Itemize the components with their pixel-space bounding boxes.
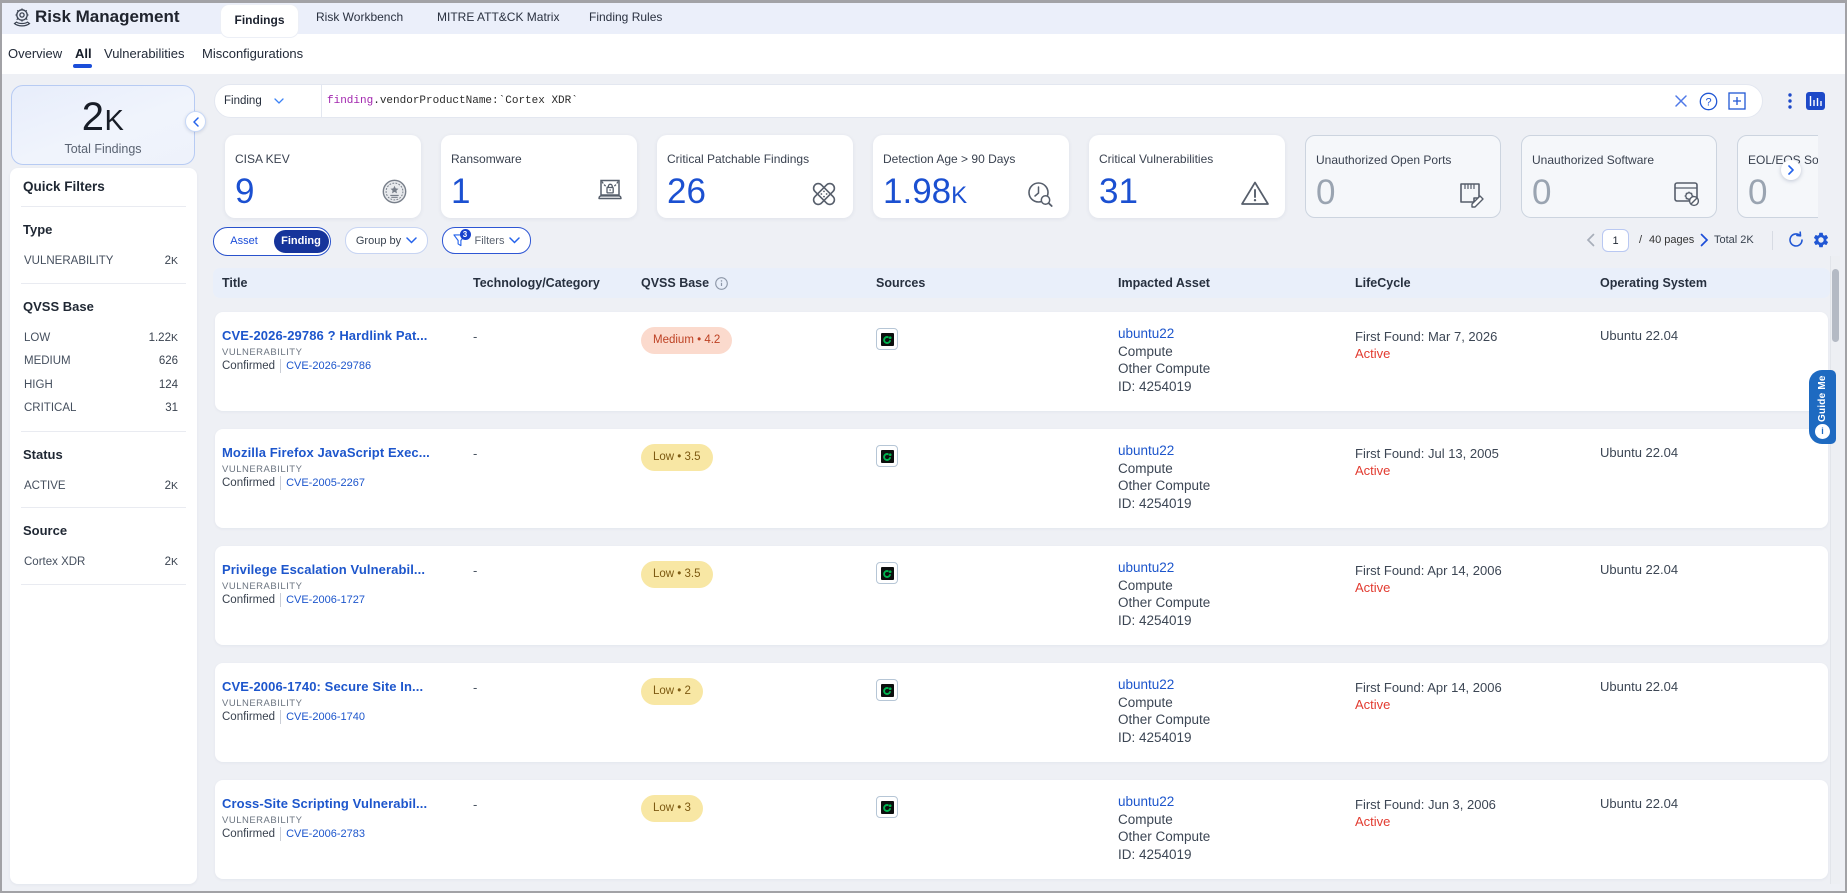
svg-text:?: ? — [1705, 96, 1711, 108]
